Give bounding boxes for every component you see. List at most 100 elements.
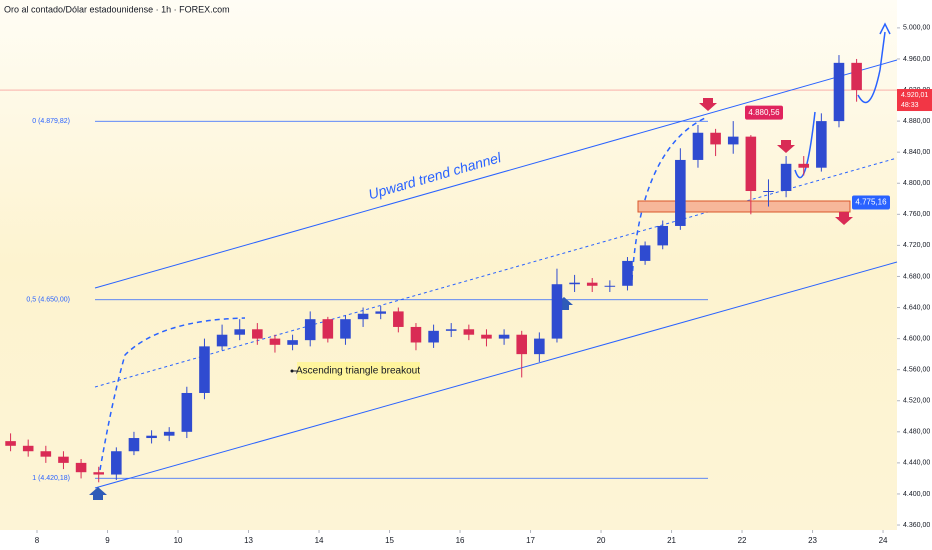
y-tick-label: 4.680,00 [903,273,930,280]
candle-body [58,456,69,463]
curve-dashed [99,317,246,471]
x-tick-label: 22 [738,536,747,545]
candle-body [428,330,439,343]
candle-body [551,284,563,339]
last-price-label: 4.920,01 [901,92,928,99]
fib-label: 0 (4.879,82) [32,118,70,125]
y-tick-label: 4.520,00 [903,398,930,405]
countdown-label: 48:33 [901,102,919,109]
candle-body [181,392,193,432]
price-tag-label: 4.880,56 [748,108,780,117]
candle-body [40,451,52,457]
down-arrow [699,98,717,111]
x-tick-label: 21 [667,536,676,545]
candle-body [304,319,316,341]
candle-body [745,136,757,192]
candle-body [816,121,827,168]
candle-body [22,445,34,452]
candle-body [727,136,739,145]
candle-body [375,311,386,314]
candle-body [269,338,281,345]
y-tick-label: 4.360,00 [903,522,930,529]
candle-body [111,451,122,475]
x-tick-label: 16 [456,536,465,545]
candle-body [163,431,175,436]
callout-label: Ascending triangle breakout [296,366,420,377]
candle-body [692,132,704,160]
candle-body [657,225,669,246]
candle-body [534,338,545,355]
candle-body [287,340,298,345]
fib-label: 0,5 (4.650,00) [26,297,70,304]
up-arrow [89,487,107,500]
candle-body [393,311,404,327]
x-tick-label: 20 [597,536,606,545]
price-tag [745,105,783,120]
y-tick-label: 4.840,00 [903,149,930,156]
arrow-head [879,22,891,35]
channel-mid [94,157,898,388]
candle-body [498,334,510,339]
candle-body [410,326,422,343]
channel-upper [94,59,898,289]
candle-body [216,334,228,347]
y-tick-label: 4.440,00 [903,460,930,467]
candle-body [639,245,651,261]
time-axis [0,530,897,550]
x-tick-label: 8 [35,536,40,545]
down-arrow [777,140,795,153]
y-tick-label: 5.000,00 [903,25,930,32]
candle-body [481,334,492,339]
y-tick-label: 4.640,00 [903,304,930,311]
y-tick-label: 4.760,00 [903,211,930,218]
candle-body [851,62,862,91]
candle-body [234,329,245,335]
candle-body [357,313,369,320]
x-tick-label: 24 [879,536,888,545]
candle-body [322,319,334,339]
candle-body [340,319,351,339]
y-tick-label: 4.480,00 [903,429,930,436]
candle-body [463,329,475,335]
candle-body [833,62,845,122]
candle-body [93,472,104,475]
price-tag-label: 4.775,16 [855,198,887,207]
candle-body [5,441,16,446]
candle-body [128,438,140,452]
x-tick-label: 13 [244,536,253,545]
candle-body [586,282,598,286]
candle-body [798,163,810,168]
candle-body [252,329,263,339]
plot-background [0,0,897,530]
y-tick-label: 4.600,00 [903,335,930,342]
candle-body [780,163,792,192]
down-arrow [835,212,853,225]
candle-body [710,132,721,145]
curve-path [794,111,816,179]
price-tag [852,195,890,210]
x-tick-label: 10 [174,536,183,545]
candle-body [146,435,157,439]
y-tick-label: 4.400,00 [903,491,930,498]
y-tick-label: 4.560,00 [903,367,930,374]
last-price-box [897,89,932,112]
candle-body [763,191,774,193]
y-tick-label: 4.880,00 [903,118,930,125]
candle-body [675,159,686,226]
curve-path [857,31,886,104]
candle-body [199,346,210,393]
x-tick-label: 23 [808,536,817,545]
x-tick-label: 17 [526,536,535,545]
candle-body [604,285,616,287]
x-tick-label: 9 [105,536,110,545]
support-zone [637,200,851,213]
callout-box [297,362,420,380]
candle-body [516,334,528,355]
channel-lower [94,261,898,489]
candle-body [569,282,580,285]
fib-label: 1 (4.420,18) [32,475,70,482]
y-tick-label: 4.720,00 [903,242,930,249]
candle-body [445,329,457,331]
y-tick-label: 4.800,00 [903,180,930,187]
